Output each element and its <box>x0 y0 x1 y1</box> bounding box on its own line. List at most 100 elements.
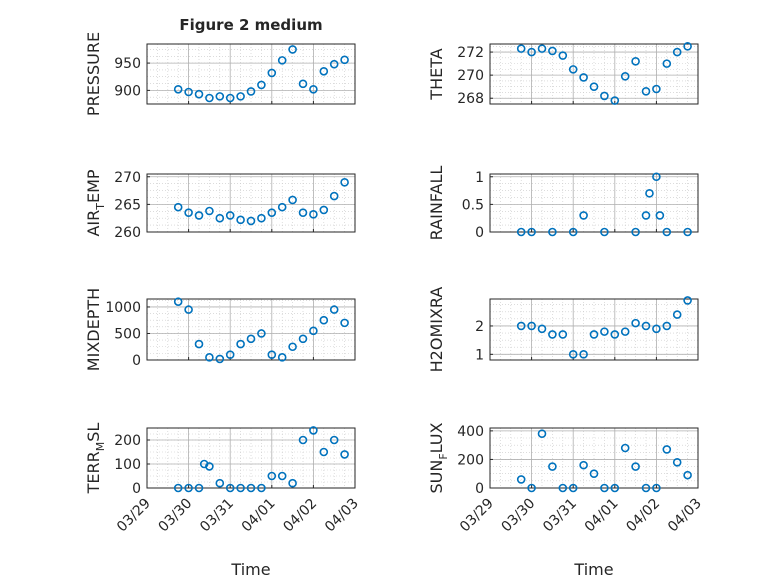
data-point <box>589 330 599 339</box>
data-point <box>589 469 599 479</box>
y-tick-label: 500 <box>114 326 141 342</box>
data-point <box>683 227 692 237</box>
data-point <box>340 318 349 328</box>
data-point <box>610 330 620 339</box>
data-point <box>319 66 329 76</box>
data-point <box>548 462 557 471</box>
data-point <box>194 483 204 493</box>
data-point <box>652 483 661 493</box>
x-axis-label-left: Time <box>230 560 270 579</box>
data-point <box>257 80 266 90</box>
data-point <box>184 305 193 314</box>
data-point <box>537 429 547 439</box>
data-point <box>205 462 214 471</box>
data-point <box>568 483 578 493</box>
data-point <box>558 330 568 339</box>
y-tick-label: 400 <box>457 424 484 440</box>
data-point <box>288 195 297 205</box>
data-point <box>236 339 245 349</box>
data-point <box>527 483 536 493</box>
axes-box <box>146 298 356 361</box>
data-point <box>589 82 599 91</box>
data-point <box>215 478 225 488</box>
data-point <box>184 87 193 97</box>
data-point <box>527 321 536 331</box>
data-point <box>558 483 568 493</box>
data-point <box>246 483 256 493</box>
y-tick-label: 0 <box>475 225 484 241</box>
data-point <box>329 435 339 445</box>
data-point <box>558 51 568 60</box>
axes-box <box>489 427 699 489</box>
data-point <box>516 475 526 484</box>
y-tick-label: 260 <box>114 225 141 241</box>
y-axis-label: THETA <box>427 48 446 100</box>
y-tick-label: 900 <box>114 83 141 99</box>
data-point <box>340 55 349 65</box>
data-point <box>548 46 557 56</box>
data-point <box>631 227 640 237</box>
data-point <box>537 324 547 334</box>
data-point <box>257 213 266 223</box>
data-point <box>568 350 578 359</box>
data-point <box>340 177 349 187</box>
data-point <box>246 216 256 226</box>
subplot-4: 0 0.5 1 RAINFALL <box>427 166 699 241</box>
data-point <box>205 93 214 103</box>
y-tick-label: 200 <box>114 433 141 449</box>
data-point <box>548 330 557 339</box>
figure-title: Figure 2 medium <box>179 16 322 34</box>
data-point <box>683 470 692 480</box>
y-tick-label: 100 <box>114 457 141 473</box>
data-point <box>641 321 651 331</box>
data-point <box>652 324 661 334</box>
data-point <box>215 213 225 223</box>
data-point <box>257 329 266 338</box>
data-point <box>267 208 277 217</box>
data-point <box>298 79 308 89</box>
data-point <box>288 478 297 488</box>
data-point <box>215 354 225 364</box>
y-tick-label: 268 <box>457 91 484 107</box>
data-point <box>631 318 640 328</box>
data-point <box>672 310 682 319</box>
data-point <box>516 227 526 237</box>
data-point <box>205 206 214 216</box>
data-point <box>620 443 630 453</box>
y-tick-label: 200 <box>457 452 484 468</box>
data-point <box>329 305 339 314</box>
y-tick-label: 265 <box>114 197 141 213</box>
data-point <box>246 87 256 96</box>
data-point <box>298 208 308 217</box>
data-point <box>257 483 266 493</box>
y-tick-label: 1 <box>475 347 484 363</box>
subplot-6: 1 2 H2OMIXRA <box>427 287 699 372</box>
x-axis-label-right: Time <box>573 560 613 579</box>
data-point <box>579 73 588 82</box>
data-point <box>600 91 609 101</box>
data-point <box>662 227 672 237</box>
data-point <box>641 483 651 493</box>
data-point <box>579 211 588 220</box>
data-point <box>319 447 329 457</box>
data-point <box>267 350 277 359</box>
data-point <box>267 68 277 78</box>
data-point <box>288 342 297 352</box>
data-point <box>662 321 672 331</box>
data-point <box>319 205 329 215</box>
plot-area <box>490 174 698 232</box>
data-point <box>672 457 682 467</box>
y-axis-label: SUNFLUX <box>427 422 450 493</box>
axes-box <box>489 173 699 233</box>
data-point <box>277 471 287 481</box>
data-point <box>568 65 578 74</box>
data-point <box>246 334 256 344</box>
data-point <box>319 315 329 325</box>
data-point <box>173 84 183 94</box>
data-point <box>277 202 287 212</box>
data-point <box>329 191 339 201</box>
data-point <box>173 202 183 212</box>
axes-box <box>489 298 699 361</box>
data-point <box>568 227 578 237</box>
data-point <box>205 353 214 362</box>
